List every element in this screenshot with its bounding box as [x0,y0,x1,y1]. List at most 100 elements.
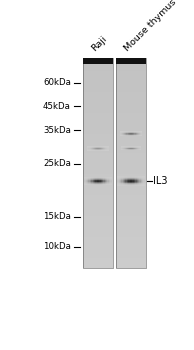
Bar [105,146,107,147]
Bar [127,148,128,149]
Bar [123,181,124,182]
Bar [94,180,95,181]
Bar [104,146,106,147]
Bar [88,146,90,147]
Bar [131,184,133,185]
Bar [138,133,139,134]
Bar [109,181,110,182]
Bar [123,181,124,182]
Bar [102,149,103,150]
Bar [138,180,139,181]
Bar [83,94,113,98]
Bar [86,179,87,180]
Bar [136,146,137,147]
Bar [116,229,146,232]
Bar [132,131,133,132]
Bar [125,134,127,135]
Bar [143,182,145,183]
Bar [83,79,113,82]
Bar [104,146,106,147]
Bar [130,148,131,149]
Bar [124,185,126,186]
Bar [141,185,142,186]
Bar [138,132,139,133]
Bar [91,179,93,180]
Bar [95,183,97,184]
Bar [132,179,134,180]
Bar [88,183,90,184]
Bar [107,147,109,148]
Bar [130,148,131,149]
Bar [102,182,103,183]
Bar [133,147,134,148]
Bar [91,147,92,148]
Bar [99,148,100,149]
Bar [127,181,128,182]
Bar [138,176,139,177]
Bar [121,147,122,148]
Bar [132,184,134,185]
Bar [107,180,109,181]
Bar [106,182,107,183]
Bar [129,132,130,133]
Bar [128,182,130,183]
Bar [87,181,89,182]
Bar [83,60,113,63]
Bar [84,184,86,185]
Bar [88,148,90,149]
Bar [136,148,137,149]
Bar [129,147,130,148]
Bar [105,183,106,184]
Bar [138,148,139,149]
Bar [95,184,97,185]
Bar [130,147,131,148]
Bar [92,147,93,148]
Bar [106,182,107,183]
Bar [117,179,119,180]
Bar [96,146,97,147]
Bar [122,133,123,134]
Bar [137,180,138,181]
Bar [135,134,137,135]
Bar [125,147,126,148]
Bar [120,132,121,133]
Bar [83,84,113,87]
Bar [122,146,123,147]
Bar [94,148,95,149]
Bar [133,149,134,150]
Bar [132,180,134,181]
Bar [116,213,146,216]
Bar [134,148,135,149]
Bar [83,231,113,234]
Bar [83,184,113,187]
Bar [137,147,138,148]
Bar [96,146,97,147]
Bar [132,185,134,186]
Bar [84,177,86,178]
Bar [88,148,90,149]
Bar [102,147,103,148]
Bar [106,149,107,150]
Bar [127,179,128,180]
Bar [93,178,94,179]
Bar [143,183,145,184]
Bar [135,131,137,132]
Bar [132,149,133,150]
Bar [125,135,127,136]
Bar [109,184,110,185]
Bar [134,185,135,186]
Bar [83,192,113,195]
Bar [116,100,146,103]
Bar [102,180,103,181]
Bar [132,184,134,185]
Bar [135,147,136,148]
Bar [100,148,101,149]
Bar [128,177,130,178]
Bar [99,179,101,180]
Bar [123,131,124,132]
Bar [99,148,100,149]
Bar [137,133,138,134]
Bar [105,149,107,150]
Bar [88,149,90,150]
Bar [101,179,102,180]
